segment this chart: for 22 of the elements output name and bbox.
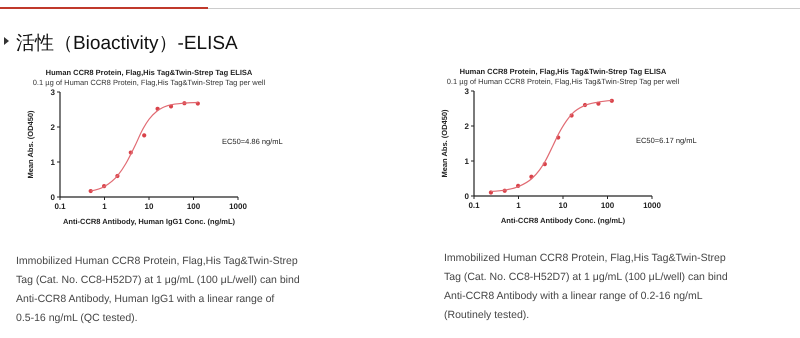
x-tick-label: 1 <box>102 202 108 211</box>
y-tick-label: 3 <box>50 88 56 97</box>
x-tick-label: 100 <box>186 202 201 211</box>
x-tick-label: 1 <box>516 201 522 210</box>
y-tick-label: 2 <box>464 122 470 131</box>
x-tick-label: 1000 <box>229 202 248 211</box>
y-tick-label: 1 <box>50 158 56 167</box>
x-tick-label: 0.1 <box>54 202 66 211</box>
x-tick-label: 100 <box>600 201 615 210</box>
y-tick-label: 1 <box>464 157 470 166</box>
y-tick-label: 0 <box>464 192 470 201</box>
x-tick-label: 10 <box>144 202 154 211</box>
text: Immobilized Human CCR8 Protein, Flag,His Tag&Twin-Strep Tag (Cat. No. CC8-H52D7) at 1 μg/mL (100 μL/well) can bind Anti-CCR8 Antibody, Human IgG1 with a linear range of 0.5-16 ng/mL (QC tested). <box>16 255 300 324</box>
text: 活性（Bioactivity）-ELISA <box>16 33 238 54</box>
point <box>142 133 146 138</box>
text: Immobilized Human CCR8 Protein, Flag,His Tag&Twin-Strep Tag (Cat. No. CC8-H52D7) at 1 μg/mL (100 μL/well) can bind Anti-CCR8 Antibody with a linear range of 0.2-16 ng/mL (Routinely tested). <box>444 252 728 321</box>
x-tick-label: 1000 <box>643 201 662 210</box>
x-tick-label: 10 <box>558 201 568 210</box>
y-tick-label: 0 <box>50 193 56 202</box>
y-tick-label: 3 <box>464 87 470 96</box>
y-tick-label: 2 <box>50 123 56 132</box>
x-tick-label: 0.1 <box>468 201 480 210</box>
